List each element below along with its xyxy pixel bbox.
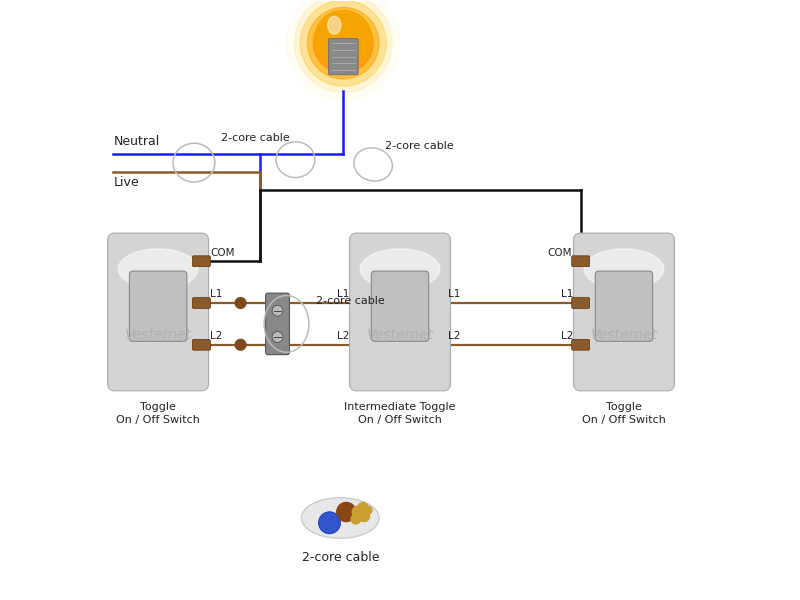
Circle shape <box>363 506 372 514</box>
Circle shape <box>314 10 372 68</box>
Circle shape <box>294 0 392 92</box>
FancyBboxPatch shape <box>572 340 590 350</box>
FancyBboxPatch shape <box>130 271 187 341</box>
Text: COM: COM <box>210 248 235 257</box>
Text: Vesternet: Vesternet <box>590 328 658 342</box>
Circle shape <box>318 512 340 533</box>
Ellipse shape <box>118 249 198 289</box>
Circle shape <box>272 305 283 316</box>
Ellipse shape <box>584 249 664 289</box>
Circle shape <box>300 0 386 86</box>
FancyBboxPatch shape <box>193 256 210 266</box>
Circle shape <box>352 506 364 518</box>
Text: Vesternet: Vesternet <box>366 328 434 342</box>
Text: L2: L2 <box>561 331 574 341</box>
Circle shape <box>358 511 370 521</box>
Circle shape <box>314 13 373 73</box>
FancyBboxPatch shape <box>572 298 590 308</box>
FancyBboxPatch shape <box>350 233 450 391</box>
FancyBboxPatch shape <box>193 298 210 308</box>
Text: Intermediate Toggle
On / Off Switch: Intermediate Toggle On / Off Switch <box>344 401 456 425</box>
Circle shape <box>358 502 368 512</box>
Text: L1: L1 <box>210 289 222 299</box>
Text: Toggle
On / Off Switch: Toggle On / Off Switch <box>582 401 666 425</box>
Text: L2: L2 <box>210 331 222 341</box>
FancyBboxPatch shape <box>328 38 358 75</box>
Text: L1: L1 <box>448 289 461 299</box>
Ellipse shape <box>302 497 379 538</box>
Text: Toggle
On / Off Switch: Toggle On / Off Switch <box>116 401 200 425</box>
FancyBboxPatch shape <box>595 271 653 341</box>
Circle shape <box>337 502 356 521</box>
FancyBboxPatch shape <box>193 340 210 350</box>
FancyBboxPatch shape <box>574 233 674 391</box>
FancyBboxPatch shape <box>572 256 590 266</box>
Ellipse shape <box>328 16 341 34</box>
Circle shape <box>286 0 400 100</box>
FancyBboxPatch shape <box>371 271 429 341</box>
Circle shape <box>235 298 246 308</box>
Circle shape <box>307 7 379 79</box>
Text: L2: L2 <box>448 331 461 341</box>
FancyBboxPatch shape <box>266 293 290 355</box>
Text: L1: L1 <box>337 289 350 299</box>
Circle shape <box>272 332 283 343</box>
Text: 2-core cable: 2-core cable <box>316 296 385 306</box>
Text: Neutral: Neutral <box>114 135 159 148</box>
Text: L1: L1 <box>561 289 574 299</box>
FancyBboxPatch shape <box>108 233 209 391</box>
Text: Live: Live <box>114 176 139 190</box>
Text: Vesternet: Vesternet <box>125 328 192 342</box>
Text: 2-core cable: 2-core cable <box>302 551 379 564</box>
Text: 2-core cable: 2-core cable <box>385 140 454 151</box>
Circle shape <box>351 514 361 524</box>
Circle shape <box>235 340 246 350</box>
Text: 2-core cable: 2-core cable <box>221 133 290 143</box>
Text: L2: L2 <box>337 331 350 341</box>
Text: COM: COM <box>547 248 572 257</box>
Ellipse shape <box>360 249 440 289</box>
